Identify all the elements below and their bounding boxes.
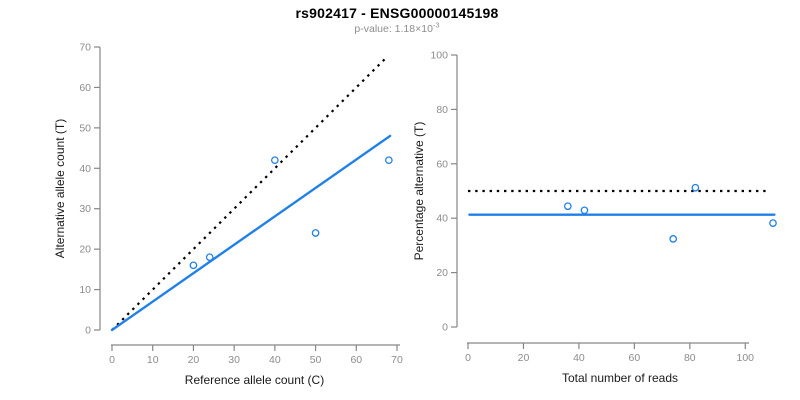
x-tick-label: 0 (109, 354, 115, 366)
data-point (691, 183, 700, 192)
x-axis-title: Total number of reads (562, 371, 678, 385)
x-tick-label: 10 (147, 354, 159, 366)
data-point (669, 235, 678, 243)
y-tick-label: 40 (436, 213, 448, 225)
y-tick-label: 20 (79, 244, 91, 256)
x-tick-label: 20 (518, 352, 530, 364)
y-tick-label: 30 (79, 203, 91, 215)
y-tick-label: 0 (442, 322, 448, 334)
data-point (311, 229, 320, 237)
x-tick-label: 80 (684, 352, 696, 364)
data-point (580, 206, 589, 215)
data-point (769, 219, 777, 227)
x-tick-label: 50 (310, 354, 322, 366)
x-tick-label: 20 (188, 354, 200, 366)
y-tick-label: 100 (430, 50, 448, 62)
y-tick-label: 60 (436, 158, 448, 170)
plot-panel-percentage: 0 20 40 60 80 100 0 20 40 60 80 100 Total number of … (412, 50, 777, 385)
data-point (189, 261, 198, 270)
data-point (563, 202, 572, 211)
y-tick-label: 0 (85, 325, 91, 337)
y-axis-title: Percentage alternative (T) (412, 122, 426, 261)
x-tick-label: 60 (350, 354, 362, 366)
y-tick-label: 20 (436, 267, 448, 279)
y-tick-label: 40 (79, 163, 91, 175)
x-tick-label: 40 (269, 354, 281, 366)
data-point (385, 156, 393, 165)
data-point (205, 253, 214, 262)
y-tick-label: 80 (436, 104, 448, 116)
y-tick-label: 60 (79, 82, 91, 94)
x-tick-label: 40 (573, 352, 585, 364)
x-tick-label: 100 (737, 352, 755, 364)
identity-line-y-equals-x (111, 56, 388, 331)
y-tick-label: 70 (79, 42, 91, 54)
plot-panel-counts: 0 10 20 30 40 50 60 70 0 10 20 30 40 50 60 70 Reference … (53, 42, 403, 388)
x-tick-label: 70 (391, 354, 403, 366)
y-tick-label: 50 (79, 122, 91, 134)
x-axis-title: Reference allele count (C) (185, 373, 324, 387)
x-tick-label: 30 (228, 354, 240, 366)
y-tick-label: 10 (79, 284, 91, 296)
x-tick-label: 60 (629, 352, 641, 364)
x-tick-label: 0 (465, 352, 471, 364)
data-point (271, 156, 279, 165)
y-axis-title: Alternative allele count (T) (53, 119, 67, 258)
fitted-ratio-line-slope-0.70 (110, 134, 392, 332)
